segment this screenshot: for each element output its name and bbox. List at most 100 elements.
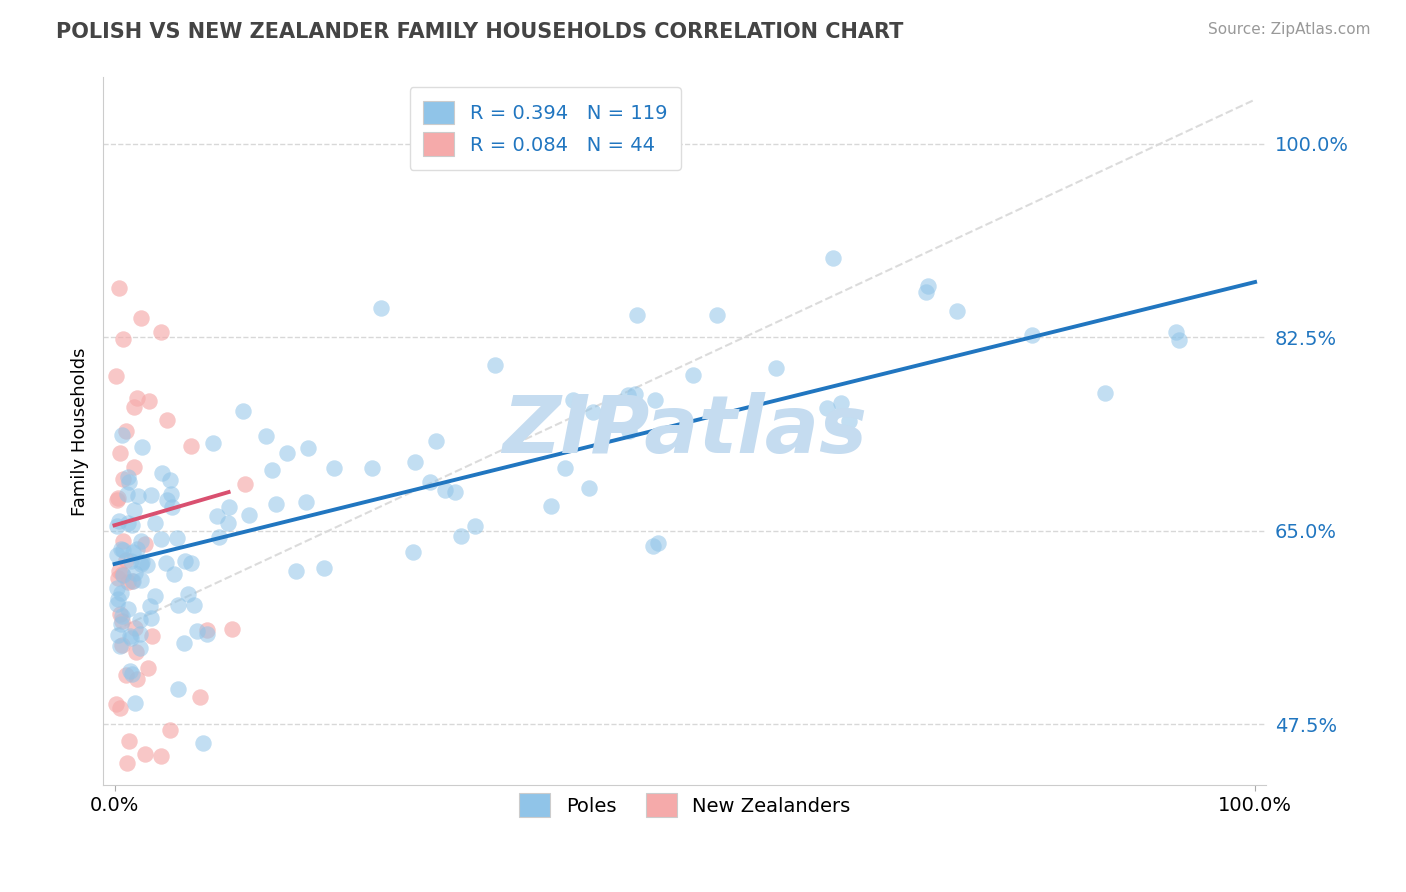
Point: [111, 638, 134, 652]
Point: [183, 598, 205, 612]
Point: [765, 361, 787, 376]
Point: [117, 602, 139, 616]
Point: [644, 392, 666, 407]
Point: [464, 518, 486, 533]
Point: [110, 586, 132, 600]
Point: [217, 516, 239, 531]
Point: [129, 573, 152, 587]
Point: [623, 387, 645, 401]
Point: [626, 308, 648, 322]
Point: [647, 535, 669, 549]
Point: [134, 747, 156, 761]
Point: [129, 627, 152, 641]
Point: [125, 644, 148, 658]
Point: [114, 424, 136, 438]
Point: [1168, 333, 1191, 347]
Point: [104, 369, 127, 384]
Point: [121, 666, 143, 681]
Point: [121, 544, 143, 558]
Text: Source: ZipAtlas.com: Source: ZipAtlas.com: [1208, 22, 1371, 37]
Point: [195, 627, 218, 641]
Point: [285, 564, 308, 578]
Point: [124, 696, 146, 710]
Point: [135, 558, 157, 572]
Point: [150, 467, 173, 481]
Point: [107, 514, 129, 528]
Point: [110, 700, 132, 714]
Point: [433, 483, 456, 497]
Point: [108, 446, 131, 460]
Point: [946, 303, 969, 318]
Point: [131, 440, 153, 454]
Point: [105, 597, 128, 611]
Point: [163, 567, 186, 582]
Y-axis label: Family Households: Family Households: [72, 347, 89, 516]
Point: [139, 599, 162, 613]
Point: [118, 664, 141, 678]
Point: [105, 548, 128, 562]
Point: [578, 481, 600, 495]
Point: [141, 629, 163, 643]
Point: [1021, 328, 1043, 343]
Point: [821, 251, 844, 265]
Point: [838, 413, 860, 427]
Point: [127, 489, 149, 503]
Point: [218, 500, 240, 515]
Point: [262, 463, 284, 477]
Point: [294, 495, 316, 509]
Point: [276, 446, 298, 460]
Point: [131, 558, 153, 572]
Point: [118, 475, 141, 489]
Point: [167, 598, 190, 612]
Point: [139, 610, 162, 624]
Text: ZIPatlas: ZIPatlas: [502, 392, 868, 470]
Point: [110, 617, 132, 632]
Point: [107, 564, 129, 578]
Point: [167, 682, 190, 697]
Point: [111, 608, 134, 623]
Point: [150, 532, 173, 546]
Point: [297, 441, 319, 455]
Point: [143, 516, 166, 530]
Point: [112, 333, 135, 347]
Point: [201, 435, 224, 450]
Point: [125, 391, 148, 405]
Point: [127, 672, 149, 686]
Point: [122, 459, 145, 474]
Point: [112, 568, 135, 582]
Point: [124, 621, 146, 635]
Point: [554, 460, 576, 475]
Point: [107, 491, 129, 505]
Point: [111, 566, 134, 581]
Point: [107, 570, 129, 584]
Point: [120, 554, 142, 568]
Point: [117, 756, 139, 770]
Point: [112, 533, 135, 548]
Point: [120, 629, 142, 643]
Point: [117, 516, 139, 531]
Point: [238, 508, 260, 522]
Point: [159, 723, 181, 737]
Point: [105, 493, 128, 508]
Point: [232, 404, 254, 418]
Point: [173, 636, 195, 650]
Point: [617, 424, 640, 438]
Point: [180, 556, 202, 570]
Point: [484, 358, 506, 372]
Point: [186, 624, 208, 639]
Point: [323, 461, 346, 475]
Point: [117, 470, 139, 484]
Point: [111, 472, 134, 486]
Point: [402, 544, 425, 558]
Point: [115, 553, 138, 567]
Point: [128, 613, 150, 627]
Point: [221, 622, 243, 636]
Point: [404, 455, 426, 469]
Point: [107, 591, 129, 606]
Point: [193, 736, 215, 750]
Point: [641, 540, 664, 554]
Point: [419, 475, 441, 490]
Point: [125, 542, 148, 557]
Point: [143, 589, 166, 603]
Point: [233, 476, 256, 491]
